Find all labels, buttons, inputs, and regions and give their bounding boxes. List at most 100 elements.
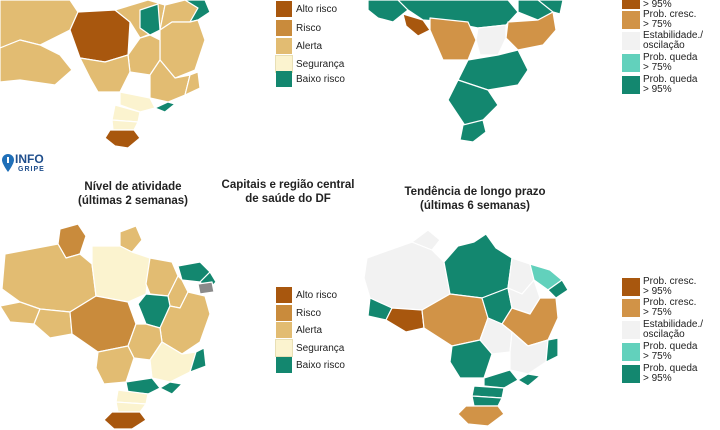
state-region-west: [0, 39, 73, 86]
state-rio-de-janeiro: [159, 381, 183, 395]
title-capitais: Capitais e região central de saúde do DF: [221, 179, 355, 205]
legend-item-alto-risco: Alto risco: [276, 287, 337, 303]
state-espirito-santo: [545, 337, 559, 363]
state-santa-catarina: [471, 395, 503, 407]
legend-swatch: [622, 299, 640, 317]
legend-item-alerta: Alerta: [276, 322, 322, 338]
trend-map-top: [367, 0, 564, 143]
legend-item-seguranca: Segurança: [275, 55, 345, 73]
legend-label: Baixo risco: [296, 359, 345, 371]
state-ne-right: [505, 11, 557, 51]
state-mt: [429, 17, 477, 61]
state-roraima: [411, 229, 441, 251]
legend-swatch: [276, 38, 292, 54]
legend-label: Estabilidade./oscilação: [643, 30, 704, 51]
legend-swatch: [622, 343, 640, 361]
state-rio-grande-sul: [457, 405, 505, 427]
legend-label: Prob. queda > 95%: [643, 74, 698, 95]
legend-swatch: [622, 321, 640, 339]
activity-map-bottom: [0, 223, 217, 430]
state-rio: [154, 101, 176, 113]
legend-label: > 95%: [643, 0, 672, 10]
legend-swatch: [275, 55, 293, 73]
legend-label: Alto risco: [296, 289, 338, 301]
state-northeast-tip: [547, 279, 569, 299]
state-acre-ro: [402, 13, 431, 37]
state-goias: [127, 34, 161, 76]
state-tocantins: [139, 3, 161, 36]
logo-text-gripe: GRIPE: [18, 166, 45, 173]
state-espirito-santo: [184, 71, 201, 96]
legend-swatch: [622, 0, 640, 9]
legend-label: Prob. queda > 75%: [643, 52, 698, 73]
legend-item-queda95: Prob. queda > 95%: [622, 364, 698, 384]
state-goias: [127, 323, 163, 361]
legend-swatch: [622, 365, 640, 383]
legend-item-risco: Risco: [276, 20, 321, 36]
legend-label: Alto risco: [296, 3, 338, 15]
state-rio-grande-sul: [103, 411, 147, 430]
legend-label: Risco: [296, 22, 322, 34]
legend-label: Alerta: [296, 324, 323, 336]
legend-label: Segurança: [296, 58, 345, 70]
state-rio-de-janeiro: [517, 373, 541, 387]
legend-swatch: [276, 305, 292, 321]
state-para: [443, 233, 513, 299]
state-espirito-santo: [189, 347, 207, 373]
legend-swatch: [276, 71, 292, 87]
legend-item-cresc75: Prob. cresc. > 75%: [622, 298, 696, 318]
legend-item-estab: Estabilidade./oscilação: [622, 320, 703, 340]
legend-item-estab: Estabilidade./oscilação: [622, 31, 703, 51]
state-south-tip: [459, 119, 487, 143]
state-sao-paulo: [125, 377, 161, 395]
legend-label: Prob. queda > 95%: [643, 363, 698, 384]
state-amazonas: [363, 241, 451, 311]
legend-swatch: [275, 339, 293, 357]
state-rondonia: [385, 307, 425, 333]
legend-swatch: [622, 11, 640, 29]
state-mato-grosso-sul: [79, 54, 131, 93]
state-sem-dado: [197, 281, 215, 295]
title-nivel-atividade: Nível de atividade (últimas 2 semanas): [78, 181, 188, 207]
legend-item-alto-risco: Alto risco: [276, 1, 337, 17]
legend-label: Estabilidade./oscilação: [643, 319, 704, 340]
legend-label: Prob. queda > 75%: [643, 341, 698, 362]
logo-text-info: INFO: [15, 152, 44, 166]
map-pin-icon: [2, 154, 14, 172]
state-santa-catarina: [111, 119, 139, 131]
legend-swatch: [276, 1, 292, 17]
legend-label: Segurança: [296, 342, 345, 354]
legend-item-baixo-risco: Baixo risco: [276, 71, 345, 87]
state-rondonia: [33, 308, 73, 339]
legend-swatch: [276, 357, 292, 373]
legend-label: Prob. cresc. > 75%: [643, 9, 697, 30]
legend-swatch: [622, 32, 640, 50]
trend-map-bottom: [363, 229, 569, 427]
legend-swatch: [622, 278, 640, 296]
legend-label: Baixo risco: [296, 73, 345, 85]
legend-item-alerta: Alerta: [276, 38, 322, 54]
legend-swatch: [622, 54, 640, 72]
legend-swatch: [276, 20, 292, 36]
state-west-strip: [367, 0, 409, 23]
legend-label: Prob. cresc. > 75%: [643, 297, 697, 318]
state-sao-paulo: [483, 369, 519, 389]
legend-swatch: [276, 322, 292, 338]
legend-item-queda75: Prob. queda > 75%: [622, 53, 698, 73]
state-mato-grosso: [69, 9, 131, 63]
state-santa-catarina: [115, 401, 147, 413]
state-para: [91, 245, 151, 303]
state-ne-edge: [537, 0, 564, 15]
legend-item-cresc95: Prob. cresc. > 95%: [622, 277, 696, 297]
title-tendencia: Tendência de longo prazo (últimas 6 sema…: [404, 186, 546, 212]
state-amapa: [119, 225, 143, 253]
legend-label: Alerta: [296, 40, 323, 52]
state-sao-paulo: [119, 91, 156, 113]
state-rio-grande-sul: [104, 129, 141, 149]
legend-item-baixo-risco: Baixo risco: [276, 357, 345, 373]
legend-item-risco: Risco: [276, 305, 321, 321]
legend-item-queda75: Prob. queda > 75%: [622, 342, 698, 362]
legend-item-queda95: Prob. queda > 95%: [622, 75, 698, 95]
infogripe-logo: INFO GRIPE: [2, 152, 54, 178]
legend-item-seguranca: Segurança: [275, 339, 345, 357]
